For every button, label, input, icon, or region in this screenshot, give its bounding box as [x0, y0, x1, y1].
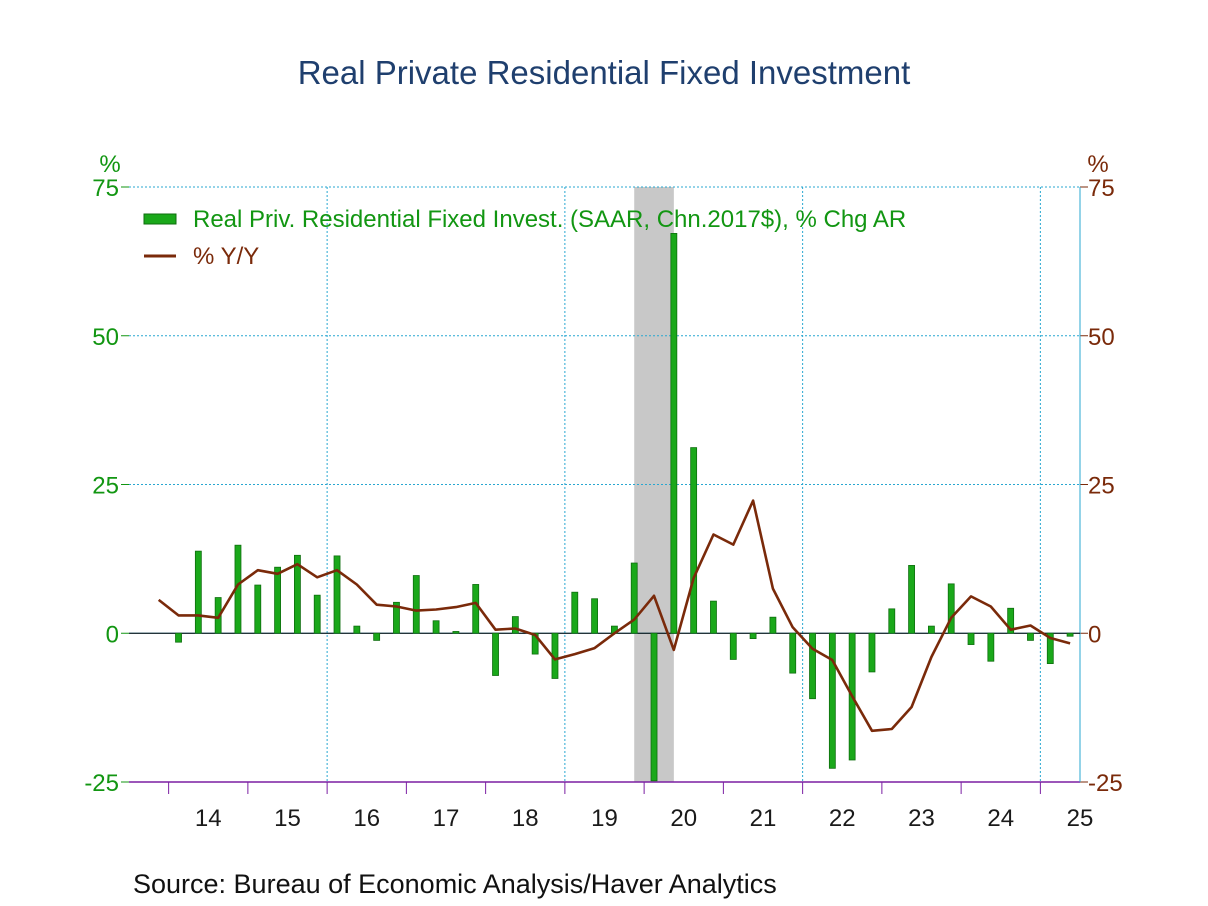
bar: [373, 632, 381, 641]
x-tick-label: 17: [433, 805, 460, 832]
line-series: [157, 499, 1071, 733]
x-tick-label: 15: [274, 805, 301, 832]
bar: [412, 575, 420, 634]
grid: [129, 186, 1080, 782]
bar: [531, 632, 539, 655]
bar: [868, 632, 876, 673]
bar: [432, 620, 440, 634]
bar: [888, 608, 896, 634]
legend-bar-label: Real Priv. Residential Fixed Invest. (SA…: [193, 206, 906, 233]
bar: [1027, 632, 1034, 641]
bar: [175, 632, 182, 643]
bar: [749, 632, 757, 640]
bar: [571, 591, 579, 634]
bar-series: [175, 233, 1074, 782]
bar: [630, 562, 638, 634]
bar: [928, 625, 935, 634]
bar: [591, 598, 598, 634]
legend-bar-swatch: [143, 213, 177, 225]
right-tick-label: -25: [1088, 770, 1123, 797]
bar: [947, 583, 955, 634]
bar: [967, 632, 975, 645]
left-tick-label: -25: [84, 770, 119, 797]
axes: [121, 186, 1088, 794]
left-tick-label: 50: [92, 324, 119, 351]
tick-labels: 75 75 50 50 25 25 0 0 -25 -25 14 15 16 17 18 19 20 21 22 23…: [84, 175, 1122, 832]
right-tick-label: 50: [1088, 324, 1115, 351]
bar: [908, 565, 915, 634]
bar: [472, 584, 480, 634]
x-tick-label: 21: [750, 805, 777, 832]
bar: [710, 600, 717, 634]
bar: [1046, 632, 1054, 664]
left-axis-unit: %: [99, 151, 120, 178]
bar: [1066, 632, 1074, 637]
x-tick-label: 20: [670, 805, 697, 832]
x-tick-label: 18: [512, 805, 539, 832]
bar: [769, 616, 777, 634]
source-note: Source: Bureau of Economic Analysis/Have…: [133, 869, 777, 899]
bar: [274, 566, 281, 634]
legend: Real Priv. Residential Fixed Invest. (SA…: [143, 206, 906, 270]
bar: [353, 625, 361, 634]
bar: [729, 632, 737, 660]
legend-line-label: % Y/Y: [193, 243, 259, 270]
x-tick-label: 24: [987, 805, 1014, 832]
right-axis-unit: %: [1087, 151, 1108, 178]
bar: [254, 584, 262, 634]
bar: [492, 632, 499, 676]
bar: [789, 632, 797, 674]
bar: [294, 554, 301, 634]
bar: [809, 632, 816, 700]
x-tick-label: 19: [591, 805, 618, 832]
bar: [511, 616, 519, 634]
bar: [333, 555, 341, 634]
right-tick-label: 75: [1088, 175, 1115, 202]
bar: [1007, 607, 1015, 634]
right-tick-label: 25: [1088, 473, 1115, 500]
left-tick-label: 25: [92, 473, 119, 500]
bar: [313, 594, 321, 634]
x-tick-label: 22: [829, 805, 856, 832]
x-tick-label: 16: [353, 805, 380, 832]
chart-title: Real Private Residential Fixed Investmen…: [298, 54, 911, 91]
right-tick-label: 0: [1088, 621, 1101, 648]
bar: [670, 233, 678, 634]
bar: [194, 550, 202, 634]
bar: [452, 631, 460, 634]
bar: [987, 632, 995, 662]
x-tick-label: 14: [195, 805, 222, 832]
bar: [393, 601, 400, 634]
x-tick-label: 23: [908, 805, 935, 832]
bar: [650, 632, 658, 782]
bar: [690, 447, 698, 634]
x-tick-label: 25: [1067, 805, 1094, 832]
left-tick-label: 0: [106, 621, 119, 648]
yoy-line: [157, 499, 1071, 733]
bar: [828, 632, 836, 769]
left-tick-label: 75: [92, 175, 119, 202]
